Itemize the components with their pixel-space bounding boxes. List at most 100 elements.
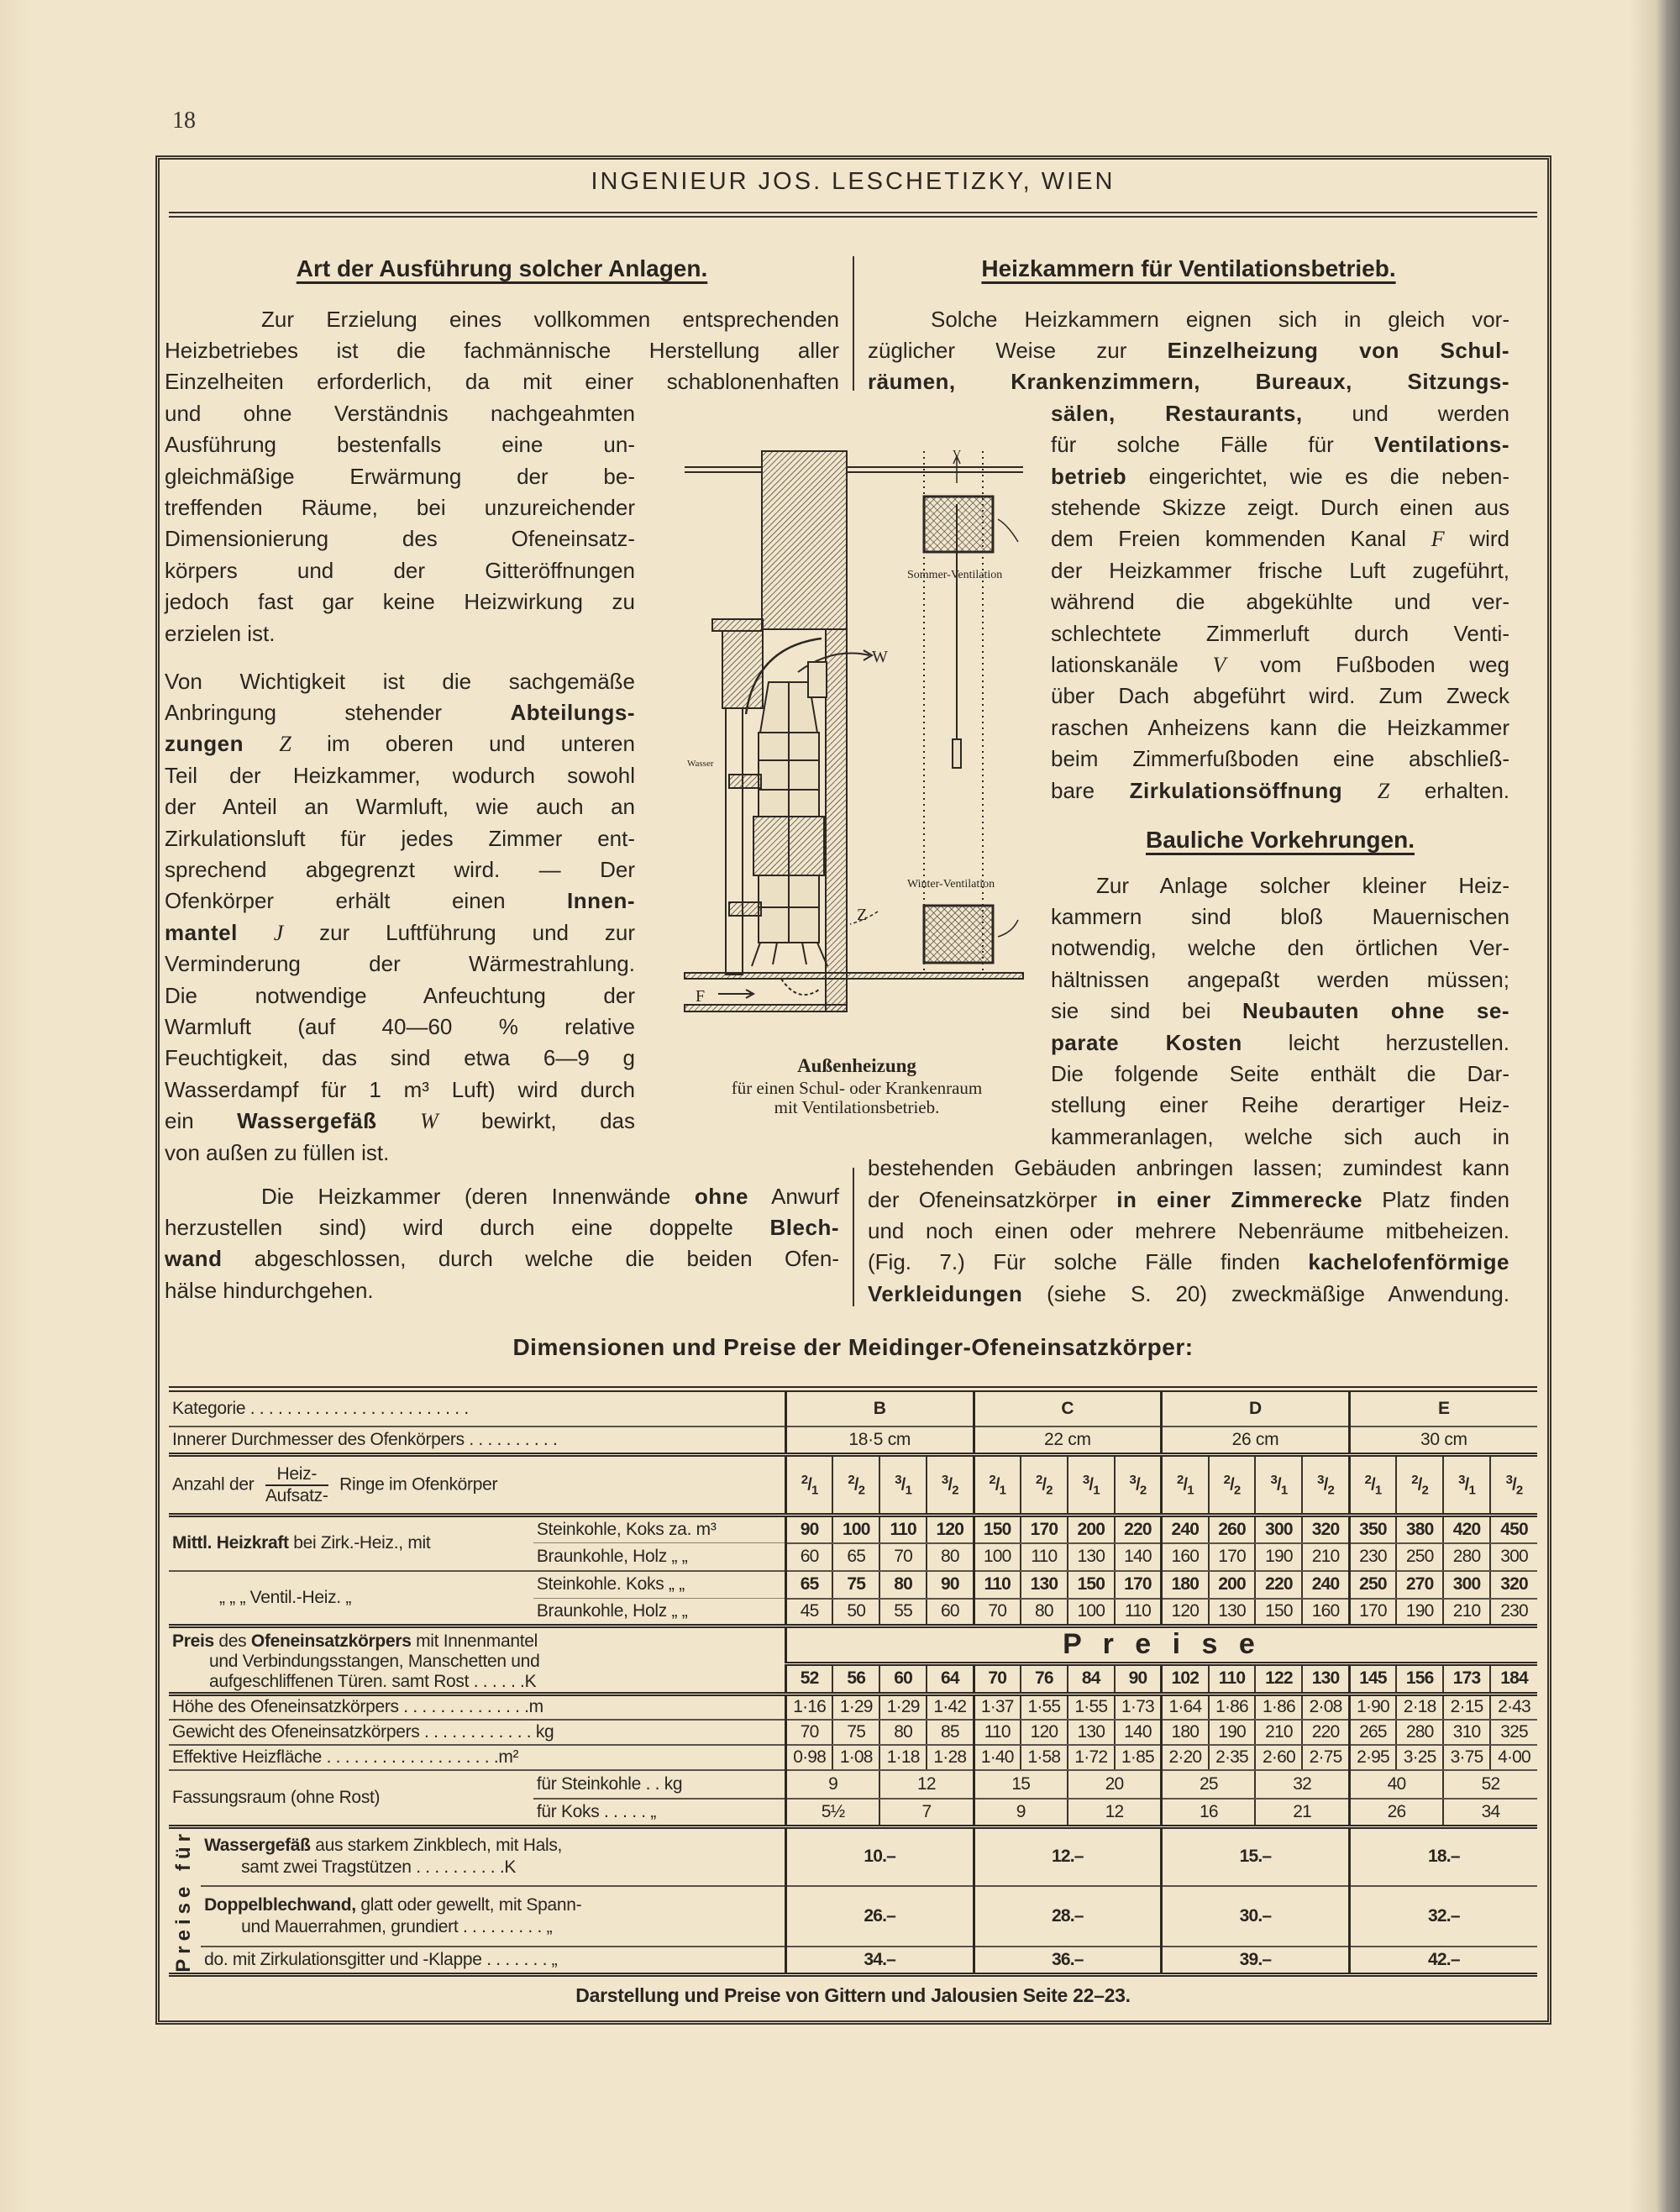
value-cell: 12.–: [972, 1826, 1162, 1887]
text: treffenden Räume, bei unzureichender: [165, 494, 635, 520]
text: erhalten.: [1389, 777, 1509, 803]
text-line: stehende Skizze zeigt. Durch einen aus: [1051, 492, 1509, 523]
fassungsraum-label: Fassungsraum (ohne Rost): [169, 1769, 533, 1829]
ring-count-cell: 3/1: [1066, 1454, 1115, 1517]
value-cell: 420: [1442, 1515, 1491, 1544]
value-cell: 1·72: [1066, 1744, 1115, 1771]
text: Teil der Heizkammer, wodurch sowohl: [165, 762, 635, 788]
text: aus starkem Zinkblech, mit Hals,: [310, 1836, 563, 1856]
value-cell: 2·75: [1301, 1744, 1350, 1771]
value-cell: 5½: [784, 1798, 880, 1829]
value-cell: 265: [1347, 1719, 1397, 1746]
value-cell: 16: [1160, 1798, 1256, 1829]
text-line: gleichmäßige Erwärmung der be-: [165, 461, 635, 492]
value-cell: 100: [972, 1542, 1021, 1572]
text: Preis des Ofeneinsatzkörpers mit Innenma…: [172, 1631, 781, 1652]
value-cell: 55: [879, 1598, 927, 1628]
text-line: und ohne Verständnis nachgeahmten: [165, 398, 635, 429]
figure-caption-line: mit Ventilationsbetrieb.: [774, 1097, 940, 1117]
bold-text: Blech-: [769, 1214, 839, 1240]
text-line: und noch einen oder mehrere Nebenräume m…: [868, 1216, 1509, 1247]
value-cell: 280: [1442, 1542, 1491, 1572]
value-cell: 32: [1254, 1769, 1350, 1800]
value-cell: 2·20: [1160, 1744, 1209, 1771]
value-cell: 170: [1347, 1598, 1397, 1628]
text-line: Zur Erzielung eines vollkommen entsprech…: [261, 304, 839, 335]
text: Zur Anlage solcher kleiner Heiz-: [1096, 872, 1509, 898]
value-cell: 50: [832, 1598, 880, 1628]
ring-count-cell: 2/2: [1207, 1454, 1256, 1517]
bold-text: mantel: [165, 919, 238, 945]
value-cell: 1·18: [879, 1744, 927, 1771]
text-line: jedoch fast gar keine Heizwirkung zu: [165, 586, 635, 617]
value-cell: 100: [1066, 1598, 1115, 1628]
right-heading-2: Bauliche Vorkehrungen.: [1146, 827, 1415, 853]
value-cell: 65: [832, 1542, 880, 1572]
value-cell: 380: [1395, 1515, 1444, 1544]
text-line: von außen zu füllen ist.: [165, 1138, 635, 1169]
category-header: C: [972, 1389, 1162, 1427]
bold-text: Abteilungs-: [510, 699, 635, 725]
value-cell: 34: [1442, 1798, 1537, 1829]
text: sie sind bei: [1051, 998, 1243, 1024]
value-cell: 20: [1066, 1769, 1162, 1800]
value-cell: 1·64: [1160, 1694, 1209, 1721]
bold-text: Wassergefäß: [204, 1836, 311, 1856]
ring-count-cell: 2/1: [972, 1454, 1021, 1517]
value-cell: 1·08: [832, 1744, 880, 1771]
text: notwendig, welche den örtlichen Ver-: [1051, 935, 1509, 961]
text: samt zwei Tragstützen . . . . . . . . . …: [241, 1857, 517, 1878]
exhaust-arrow: [953, 454, 961, 483]
italic-letter: J: [273, 920, 284, 945]
value-cell: 170: [1207, 1542, 1256, 1572]
value-cell: 200: [1066, 1515, 1115, 1544]
text-line: Dimensionierung des Ofeneinsatz-: [165, 523, 635, 554]
text: gleichmäßige Erwärmung der be-: [165, 463, 635, 489]
text: Dimensionierung des Ofeneinsatz-: [165, 526, 635, 552]
text: und werden: [1302, 400, 1509, 426]
text: Preise für: [172, 1829, 195, 1973]
text: Zur Erzielung eines vollkommen entsprech…: [261, 306, 839, 332]
mantel-ledge: [711, 618, 764, 632]
text-line: Wasserdampf für 1 m³ Luft) wird durch: [165, 1074, 635, 1106]
bold-text: zungen: [165, 731, 244, 757]
value-cell: 60: [926, 1598, 974, 1628]
bold-text: Wassergefäß: [237, 1108, 377, 1134]
value-cell: 122: [1254, 1663, 1303, 1697]
value-cell: 2·35: [1207, 1744, 1256, 1771]
running-head: INGENIEUR JOS. LESCHETIZKY, WIEN: [591, 168, 1116, 195]
value-cell: 1·40: [972, 1744, 1021, 1771]
text: züglicher Weise zur: [868, 337, 1168, 363]
text-line: ein Wassergefäß W bewirkt, das: [165, 1106, 635, 1137]
value-cell: 12: [1066, 1798, 1162, 1829]
value-cell: 76: [1019, 1663, 1068, 1697]
text: bare: [1051, 777, 1130, 803]
value-cell: 120: [1019, 1719, 1068, 1746]
value-cell: 85: [926, 1719, 974, 1746]
value-cell: 170: [1019, 1515, 1068, 1544]
value-cell: 65: [784, 1570, 833, 1600]
value-cell: 80: [879, 1719, 927, 1746]
preise-fuer-label: Preise für: [169, 1826, 202, 1977]
value-cell: 110: [879, 1515, 927, 1544]
value-cell: 70: [784, 1719, 833, 1746]
value-cell: 70: [972, 1598, 1021, 1628]
text: für solche Fälle für: [1051, 432, 1374, 458]
figure-caption-title: Außenheizung: [797, 1055, 916, 1076]
text-line: für solche Fälle für Ventilations-: [1051, 429, 1509, 460]
text: jedoch fast gar keine Heizwirkung zu: [165, 589, 635, 615]
diameter-cell: 22 cm: [972, 1426, 1162, 1457]
ring-count-cell: 3/1: [1442, 1454, 1491, 1517]
bold-text: kachelofenförmige: [1308, 1249, 1509, 1275]
value-cell: 190: [1254, 1542, 1303, 1572]
durchmesser-label: Innerer Durchmesser des Ofenkörpers . . …: [169, 1426, 786, 1457]
value-cell: 1·85: [1113, 1744, 1162, 1771]
value-cell: 70: [972, 1663, 1021, 1697]
category-header: E: [1347, 1389, 1537, 1427]
text-line: bare Zirkulationsöffnung Z erhalten.: [1051, 775, 1509, 807]
bold-text: Verkleidungen: [868, 1280, 1023, 1306]
text: Einzelheiten erforderlich, da mit einer …: [165, 369, 839, 395]
table-title: Dimensionen und Preise der Meidinger-Ofe…: [512, 1334, 1194, 1360]
text-line: sprechend abgegrenzt wird. — Der: [165, 854, 635, 885]
text-line: Zirkulationsluft für jedes Zimmer ent-: [165, 823, 635, 854]
